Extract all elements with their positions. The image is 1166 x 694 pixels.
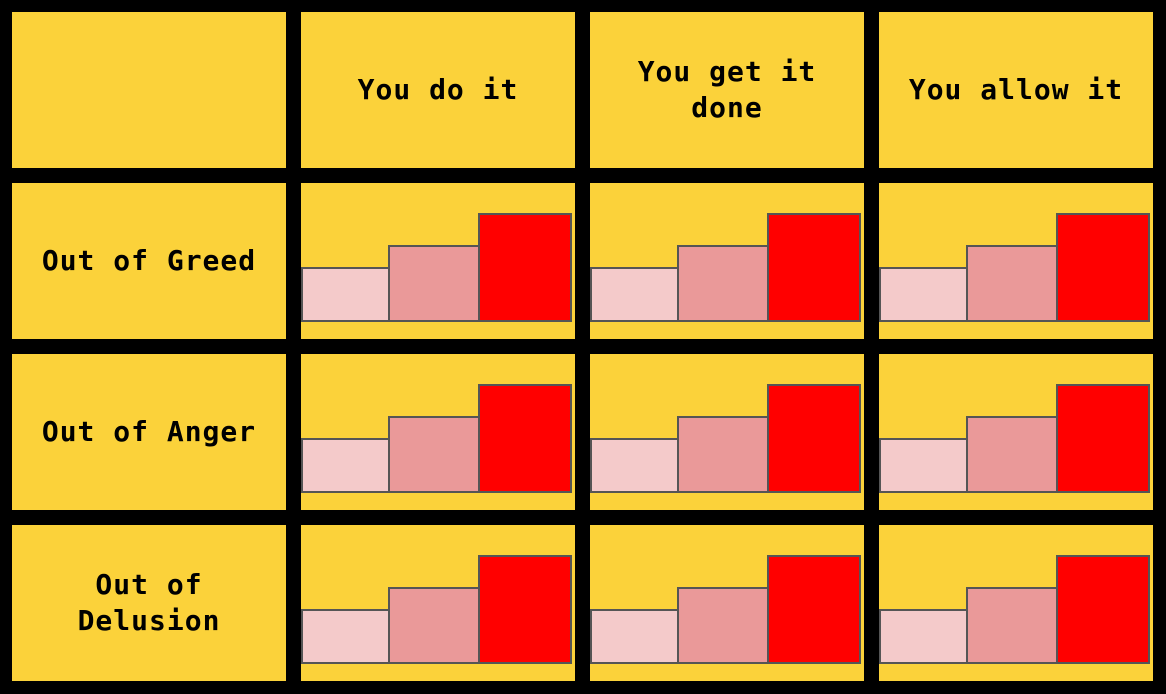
bar-medium <box>388 245 480 322</box>
cell-greed-you-allow-it <box>879 183 1153 339</box>
bar-high <box>1056 213 1150 322</box>
cell-delusion-you-get-it-done <box>590 525 864 681</box>
bar-medium <box>966 245 1058 322</box>
row-header-anger: Out of Anger <box>12 354 286 510</box>
cell-delusion-you-allow-it <box>879 525 1153 681</box>
bar-high <box>1056 555 1150 664</box>
cell-anger-you-allow-it <box>879 354 1153 510</box>
bar-low <box>879 267 968 322</box>
bar-medium <box>677 587 769 664</box>
cell-greed-you-get-it-done <box>590 183 864 339</box>
column-header-you-allow-it: You allow it <box>879 12 1153 168</box>
bar-high <box>1056 384 1150 493</box>
column-header-you-get-it-done: You get it done <box>590 12 864 168</box>
cell-greed-you-do-it <box>301 183 575 339</box>
bar-low <box>879 609 968 664</box>
row-header-greed: Out of Greed <box>12 183 286 339</box>
bar-medium <box>388 587 480 664</box>
bar-medium <box>677 416 769 493</box>
bar-low <box>590 438 679 493</box>
bar-medium <box>966 587 1058 664</box>
bar-high <box>478 555 572 664</box>
bar-low <box>301 609 390 664</box>
bar-low <box>590 609 679 664</box>
cell-anger-you-get-it-done <box>590 354 864 510</box>
cell-delusion-you-do-it <box>301 525 575 681</box>
bar-low <box>301 267 390 322</box>
bar-high <box>767 384 861 493</box>
bar-low <box>301 438 390 493</box>
row-header-delusion: Out of Delusion <box>12 525 286 681</box>
bar-high <box>767 213 861 322</box>
bar-high <box>478 384 572 493</box>
bar-low <box>879 438 968 493</box>
bar-high <box>767 555 861 664</box>
bar-medium <box>966 416 1058 493</box>
bar-medium <box>677 245 769 322</box>
bar-high <box>478 213 572 322</box>
bar-low <box>590 267 679 322</box>
bar-medium <box>388 416 480 493</box>
cell-anger-you-do-it <box>301 354 575 510</box>
column-header-you-do-it: You do it <box>301 12 575 168</box>
corner-cell <box>12 12 286 168</box>
